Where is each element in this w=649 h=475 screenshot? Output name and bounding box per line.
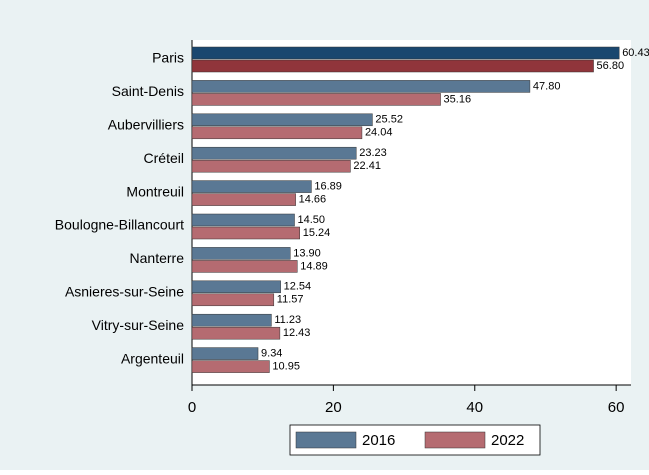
value-label: 11.23 xyxy=(274,314,301,326)
value-label: 12.54 xyxy=(284,281,312,293)
bar xyxy=(191,146,357,160)
value-label: 15.24 xyxy=(303,227,331,239)
value-label: 16.89 xyxy=(314,181,342,193)
value-label: 24.04 xyxy=(365,127,393,139)
category-label: Boulogne-Billancourt xyxy=(55,217,184,233)
bar xyxy=(191,313,272,327)
bar xyxy=(191,80,531,93)
category-label: Montreuil xyxy=(126,183,184,199)
legend-label: 2016 xyxy=(362,432,395,449)
value-label: 13.90 xyxy=(293,247,321,259)
bar xyxy=(191,126,363,140)
bar xyxy=(191,213,295,227)
category-label: Nanterre xyxy=(130,250,185,266)
legend-swatch xyxy=(424,431,486,449)
value-label: 35.16 xyxy=(444,93,472,105)
category-label: Aubervilliers xyxy=(108,117,184,133)
bar xyxy=(191,360,270,373)
bar xyxy=(191,280,281,294)
bar xyxy=(191,226,300,240)
bar xyxy=(191,347,259,360)
value-label: 25.52 xyxy=(375,114,403,126)
x-tick-label: 40 xyxy=(466,399,483,416)
value-label: 47.80 xyxy=(533,80,561,92)
bar xyxy=(191,193,296,206)
bar xyxy=(191,159,351,173)
bar xyxy=(191,113,373,127)
value-label: 23.23 xyxy=(359,147,387,159)
bar xyxy=(191,293,275,307)
bar xyxy=(191,326,281,340)
category-label: Argenteuil xyxy=(121,350,184,366)
bar xyxy=(191,247,291,260)
value-label: 60.43 xyxy=(622,47,649,59)
category-label: Saint-Denis xyxy=(112,83,184,99)
x-tick-label: 0 xyxy=(188,399,196,416)
value-label: 10.95 xyxy=(272,361,300,373)
bar xyxy=(191,260,298,273)
value-label: 11.57 xyxy=(277,294,304,306)
value-label: 14.66 xyxy=(299,194,327,206)
bar xyxy=(191,180,312,193)
legend-label: 2022 xyxy=(491,432,524,449)
value-label: 22.41 xyxy=(353,160,381,172)
category-label: Paris xyxy=(152,50,184,66)
category-label: Créteil xyxy=(144,150,184,166)
value-label: 14.50 xyxy=(298,214,326,226)
x-tick-label: 20 xyxy=(325,399,342,416)
value-label: 14.89 xyxy=(300,260,328,272)
bar xyxy=(191,59,594,73)
bar xyxy=(191,46,620,60)
value-label: 56.80 xyxy=(597,60,625,72)
category-label: Vitry-sur-Seine xyxy=(92,317,185,333)
x-tick-label: 60 xyxy=(608,399,625,416)
legend-swatch xyxy=(295,431,357,449)
bar xyxy=(191,93,441,106)
category-label: Asnieres-sur-Seine xyxy=(65,284,184,300)
value-label: 9.34 xyxy=(261,348,282,360)
value-label: 12.43 xyxy=(283,327,311,339)
